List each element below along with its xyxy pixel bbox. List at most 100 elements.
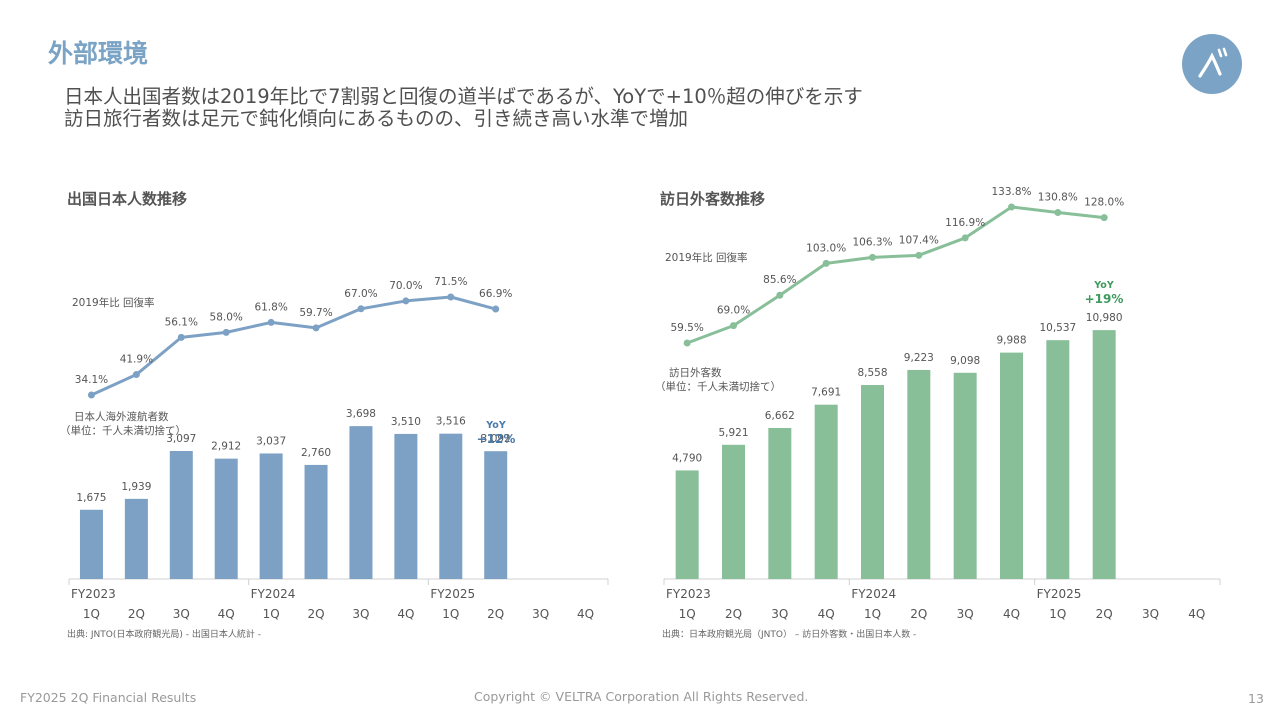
recovery-rate-point — [87, 391, 95, 399]
bar — [814, 404, 838, 579]
chart-source-note: 出典：日本政府観光局（JNTO） – 訪日外客数・出国日本人数 - — [662, 628, 916, 640]
recovery-rate-point — [222, 328, 230, 336]
bar-value-label: 3,092 — [481, 433, 511, 445]
recovery-rate-label: 107.4% — [899, 234, 939, 246]
recovery-rate-point — [822, 259, 830, 267]
quarter-tick-label: 1Q — [263, 607, 280, 621]
bar — [214, 458, 238, 579]
bar-value-label: 6,662 — [765, 410, 795, 422]
bar-value-label: 2,912 — [211, 441, 241, 453]
recovery-rate-point — [447, 293, 455, 301]
recovery-rate-point — [402, 297, 410, 305]
recovery-rate-label: 67.0% — [344, 288, 377, 300]
fiscal-year-label: FY2025 — [1037, 587, 1082, 601]
bar — [259, 453, 283, 579]
bar — [1046, 340, 1070, 579]
recovery-rate-label: 128.0% — [1084, 197, 1124, 209]
bar — [907, 369, 931, 579]
fiscal-year-label: FY2023 — [666, 587, 711, 601]
bar — [394, 433, 418, 579]
quarter-tick-label: 2Q — [307, 607, 324, 621]
headline-line-1: 日本人出国者数は2019年比で7割弱と回復の道半ばであるが、YoYで+10％超の… — [64, 85, 863, 108]
outbound-chart-title: 出国日本人数推移 — [67, 190, 188, 208]
veltra-logo-icon — [1182, 34, 1242, 94]
recovery-rate-point — [730, 322, 737, 330]
recovery-rate-point — [683, 339, 691, 347]
bar — [124, 498, 148, 579]
bar — [349, 426, 373, 579]
recovery-rate-label: 130.8% — [1038, 191, 1078, 203]
quarter-tick-label: 3Q — [957, 607, 974, 621]
recovery-rate-point — [961, 234, 969, 242]
recovery-rate-label: 58.0% — [210, 311, 243, 323]
quarter-tick-label: 2Q — [910, 607, 927, 621]
yoy-label: YoY — [1093, 280, 1114, 291]
quarter-tick-label: 2Q — [128, 607, 145, 621]
quarter-tick-label: 4Q — [818, 607, 835, 621]
recovery-rate-label: 103.0% — [806, 242, 846, 254]
recovery-rate-point — [869, 253, 876, 261]
outbound-japanese-chart: FY2023 FY2024 FY2025 1Q 2Q 3Q 4Q 1Q 2Q 3Q 4Q 1Q 2Q 3Q… — [60, 276, 609, 640]
recovery-rate-label: 116.9% — [945, 217, 985, 229]
bar — [79, 509, 103, 579]
quarter-tick-label: 2Q — [725, 607, 742, 621]
bar-value-label: 9,988 — [996, 335, 1026, 347]
bar-value-label: 3,510 — [391, 416, 421, 428]
quarter-tick-label: 3Q — [532, 607, 549, 621]
headline-line-2: 訪日旅行者数は足元で鈍化傾向にあるものの、引き続き高い水準で増加 — [64, 107, 689, 130]
recovery-rate-point — [776, 291, 784, 299]
footer-copyright: Copyright © VELTRA Corporation All Right… — [474, 689, 809, 704]
quarter-tick-label: 1Q — [864, 607, 881, 621]
bar-value-label: 5,921 — [718, 427, 748, 439]
recovery-rate-label: 106.3% — [852, 236, 892, 248]
page-title: 外部環境 — [48, 39, 149, 68]
yoy-value: +19% — [1085, 292, 1124, 306]
bar-value-label: 1,675 — [76, 492, 106, 504]
headline: 日本人出国者数は2019年比で7割弱と回復の道半ばであるが、YoYで+10％超の… — [64, 86, 863, 130]
line-series-label: 2019年比 回復率 — [665, 251, 748, 264]
inbound-chart-title: 訪日外客数推移 — [660, 190, 766, 208]
recovery-rate-point — [915, 251, 923, 259]
fiscal-year-label: FY2025 — [430, 587, 475, 601]
recovery-rate-point — [1100, 214, 1108, 222]
bar-value-label: 8,558 — [857, 367, 887, 379]
bar-series-label: （単位：千人未満切捨て） — [60, 424, 186, 437]
fiscal-year-label: FY2024 — [251, 587, 296, 601]
bar — [768, 427, 792, 579]
recovery-rate-label: 85.6% — [763, 274, 796, 286]
recovery-rate-label: 61.8% — [254, 301, 287, 313]
recovery-rate-point — [177, 333, 185, 341]
bar — [439, 433, 463, 579]
bar — [169, 450, 193, 579]
bar-value-label: 7,691 — [811, 387, 841, 399]
bar-series-label: 訪日外客数 — [669, 366, 722, 379]
quarter-tick-label: 4Q — [1188, 607, 1205, 621]
recovery-rate-point — [312, 324, 320, 332]
quarter-tick-label: 4Q — [1003, 607, 1020, 621]
bar-value-label: 3,698 — [346, 408, 376, 420]
page-number: 13 — [1248, 691, 1264, 706]
recovery-rate-point — [357, 305, 365, 313]
fiscal-year-label: FY2023 — [71, 587, 116, 601]
quarter-tick-label: 3Q — [352, 607, 369, 621]
recovery-rate-line — [90, 295, 497, 397]
inbound-visitors-chart: FY2023 FY2024 FY2025 1Q 2Q 3Q 4Q 1Q 2Q 3Q 4Q 1Q 2Q 3Q… — [655, 186, 1221, 640]
bar-value-label: 1,939 — [121, 481, 151, 493]
recovery-rate-label: 59.7% — [299, 307, 332, 319]
bar — [861, 385, 884, 579]
recovery-rate-label: 41.9% — [120, 354, 153, 366]
recovery-rate-label: 69.0% — [717, 305, 750, 317]
bar — [1092, 330, 1116, 579]
recovery-rate-label: 66.9% — [479, 288, 512, 300]
recovery-rate-label: 70.0% — [389, 280, 422, 292]
bar-series-label: 日本人海外渡航者数 — [74, 410, 169, 423]
bar-value-label: 3,516 — [436, 416, 466, 428]
bar — [484, 451, 508, 579]
quarter-tick-label: 1Q — [679, 607, 696, 621]
recovery-rate-label: 34.1% — [75, 374, 108, 386]
quarter-tick-label: 4Q — [577, 607, 594, 621]
quarter-tick-label: 4Q — [218, 607, 235, 621]
quarter-tick-label: 3Q — [1142, 607, 1159, 621]
bar-value-label: 10,980 — [1086, 312, 1123, 324]
line-series-label: 2019年比 回復率 — [72, 296, 155, 309]
